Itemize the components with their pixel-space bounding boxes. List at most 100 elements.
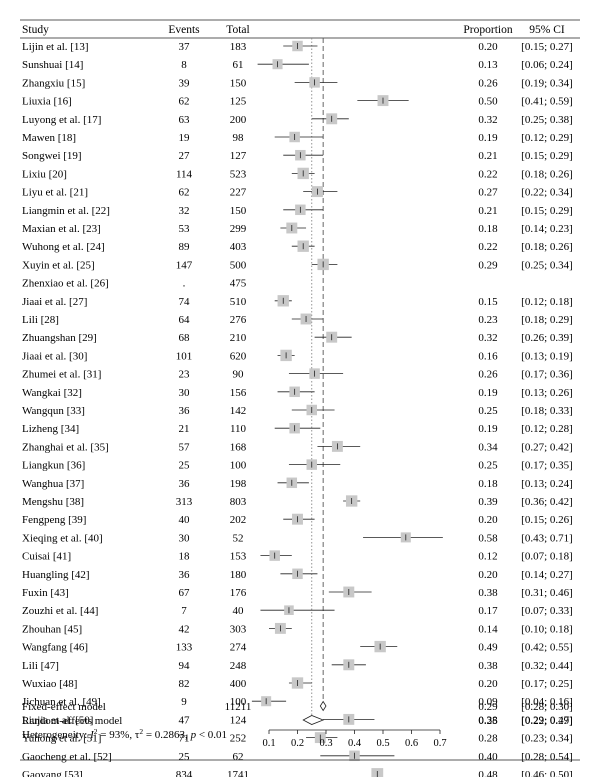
proportion-value: 0.58 bbox=[478, 532, 498, 544]
ci-value: [0.15; 0.29] bbox=[521, 150, 573, 162]
study-name: Zhuangshan [29] bbox=[22, 332, 97, 344]
events-value: 834 bbox=[176, 769, 193, 777]
x-tick-label: 0.1 bbox=[262, 738, 275, 749]
ci-value: [0.14; 0.23] bbox=[521, 223, 573, 235]
table-row: Zouzhi et al. [44] 7 40 0.17 [0.07; 0.33] bbox=[22, 605, 573, 617]
total-value: 124 bbox=[230, 714, 247, 726]
study-name: Luyong et al. [17] bbox=[22, 114, 101, 126]
study-name: Gaoyang [53] bbox=[22, 769, 83, 777]
table-row: Huangling [42] 36 180 0.20 [0.14; 0.27] bbox=[22, 568, 573, 581]
table-row: Luyong et al. [17] 63 200 0.32 [0.25; 0.38] bbox=[22, 113, 573, 126]
summary-row: Fixed-effect model 11211 0.29 [0.28; 0.30] bbox=[22, 700, 573, 713]
proportion-value: 0.39 bbox=[478, 496, 498, 508]
ci-value: [0.17; 0.35] bbox=[521, 460, 573, 472]
study-name: Zhangxiu [15] bbox=[22, 77, 85, 89]
proportion-value: 0.16 bbox=[478, 350, 498, 362]
study-name: Wangfang [46] bbox=[22, 642, 88, 654]
proportion-value: 0.38 bbox=[478, 714, 498, 726]
study-name: Sunshuai [14] bbox=[22, 59, 83, 71]
ci-value: [0.15; 0.26] bbox=[521, 514, 573, 526]
table-row: Liyu et al. [21] 62 227 0.27 [0.22; 0.34] bbox=[22, 186, 573, 199]
total-value: 168 bbox=[230, 441, 247, 453]
ci-value: [0.07; 0.18] bbox=[521, 551, 573, 563]
total-value: 98 bbox=[233, 132, 245, 144]
summary-ci: [0.22; 0.29] bbox=[521, 715, 573, 727]
summary-label: Random-effects model bbox=[22, 715, 122, 727]
total-value: 276 bbox=[230, 314, 247, 326]
table-row: Wangfang [46] 133 274 0.49 [0.42; 0.55] bbox=[22, 640, 573, 654]
study-name: Gaocheng et al. [52] bbox=[22, 751, 112, 763]
total-value: 510 bbox=[230, 296, 247, 308]
proportion-value: 0.34 bbox=[478, 441, 498, 453]
summary-row: Random-effects model 0.25 [0.22; 0.29] bbox=[22, 715, 573, 727]
events-value: 53 bbox=[179, 223, 191, 235]
total-value: 52 bbox=[233, 532, 244, 544]
ci-value: [0.25; 0.34] bbox=[521, 259, 573, 271]
total-value: 40 bbox=[233, 605, 245, 617]
proportion-value: 0.26 bbox=[478, 77, 498, 89]
table-row: Wuhong et al. [24] 89 403 0.22 [0.18; 0.26] bbox=[22, 240, 573, 253]
study-name: Lili [28] bbox=[22, 314, 59, 326]
total-value: 210 bbox=[230, 332, 247, 344]
proportion-value: 0.20 bbox=[478, 678, 498, 690]
ci-value: [0.12; 0.28] bbox=[521, 423, 573, 435]
total-value: 620 bbox=[230, 350, 247, 362]
total-value: 100 bbox=[230, 460, 247, 472]
header-study: Study bbox=[22, 24, 49, 36]
events-value: 40 bbox=[179, 514, 191, 526]
total-value: 1741 bbox=[227, 769, 249, 777]
events-value: 36 bbox=[179, 478, 191, 490]
study-name: Liangmin et al. [22] bbox=[22, 205, 110, 217]
proportion-value: 0.32 bbox=[478, 114, 497, 126]
events-value: 68 bbox=[179, 332, 191, 344]
events-value: 25 bbox=[179, 460, 191, 472]
total-value: 110 bbox=[230, 423, 247, 435]
study-name: Wangqun [33] bbox=[22, 405, 85, 417]
proportion-value: 0.18 bbox=[478, 223, 498, 235]
study-name: Lixiu [20] bbox=[22, 168, 67, 180]
events-value: 37 bbox=[179, 41, 191, 53]
summary-rows: Fixed-effect model 11211 0.29 [0.28; 0.30] R… bbox=[22, 700, 573, 727]
study-name: Jichuan et al. [49] bbox=[22, 696, 101, 708]
events-value: 62 bbox=[179, 187, 190, 199]
events-value: 32 bbox=[179, 205, 190, 217]
total-value: 153 bbox=[230, 551, 247, 563]
total-value: 183 bbox=[230, 41, 247, 53]
total-value: 198 bbox=[230, 478, 247, 490]
proportion-value: 0.27 bbox=[478, 187, 498, 199]
study-name: Maxian et al. [23] bbox=[22, 223, 101, 235]
study-name: Wanghua [37] bbox=[22, 478, 84, 490]
proportion-value: 0.38 bbox=[478, 587, 498, 599]
table-row: Wangkai [32] 30 156 0.19 [0.13; 0.26] bbox=[22, 386, 573, 399]
summary-label: Fixed-effect model bbox=[22, 701, 106, 713]
total-value: 142 bbox=[230, 405, 247, 417]
study-name: Wuhong et al. [24] bbox=[22, 241, 105, 253]
proportion-value: 0.15 bbox=[478, 296, 498, 308]
study-name: Xieqing et al. [40] bbox=[22, 532, 103, 544]
table-row: Zhumei et al. [31] 23 90 0.26 [0.17; 0.36] bbox=[22, 368, 573, 381]
i2-value: = 93%, τ bbox=[98, 729, 140, 741]
study-name: Zhumei et al. [31] bbox=[22, 369, 101, 381]
proportion-value: 0.13 bbox=[478, 59, 498, 71]
x-tick-label: 0.7 bbox=[433, 738, 446, 749]
table-row: Liuxia [16] 62 125 0.50 [0.41; 0.59] bbox=[22, 95, 573, 108]
ci-value: [0.22; 0.34] bbox=[521, 187, 573, 199]
total-value: 202 bbox=[230, 514, 247, 526]
proportion-value: 0.25 bbox=[478, 460, 498, 472]
study-name: Huangling [42] bbox=[22, 569, 90, 581]
total-value: 61 bbox=[233, 59, 244, 71]
total-value: 227 bbox=[230, 187, 247, 199]
proportion-value: 0.20 bbox=[478, 569, 498, 581]
events-value: 7 bbox=[181, 605, 187, 617]
x-tick-label: 0.3 bbox=[319, 738, 332, 749]
x-axis: 0.1 0.2 0.3 0.4 0.5 0.6 0.7 bbox=[262, 729, 447, 749]
table-row: Fuxin [43] 67 176 0.38 [0.31; 0.46] bbox=[22, 586, 573, 599]
total-value: 127 bbox=[230, 150, 247, 162]
events-value: 71 bbox=[179, 733, 190, 745]
proportion-value: 0.14 bbox=[478, 623, 498, 635]
ci-value: [0.19; 0.34] bbox=[521, 77, 573, 89]
ci-value: [0.12; 0.18] bbox=[521, 296, 573, 308]
table-row: Gaocheng et al. [52] 25 62 0.40 [0.28; 0.54] bbox=[22, 750, 573, 763]
proportion-value: 0.49 bbox=[478, 642, 498, 654]
events-value: 42 bbox=[179, 623, 190, 635]
